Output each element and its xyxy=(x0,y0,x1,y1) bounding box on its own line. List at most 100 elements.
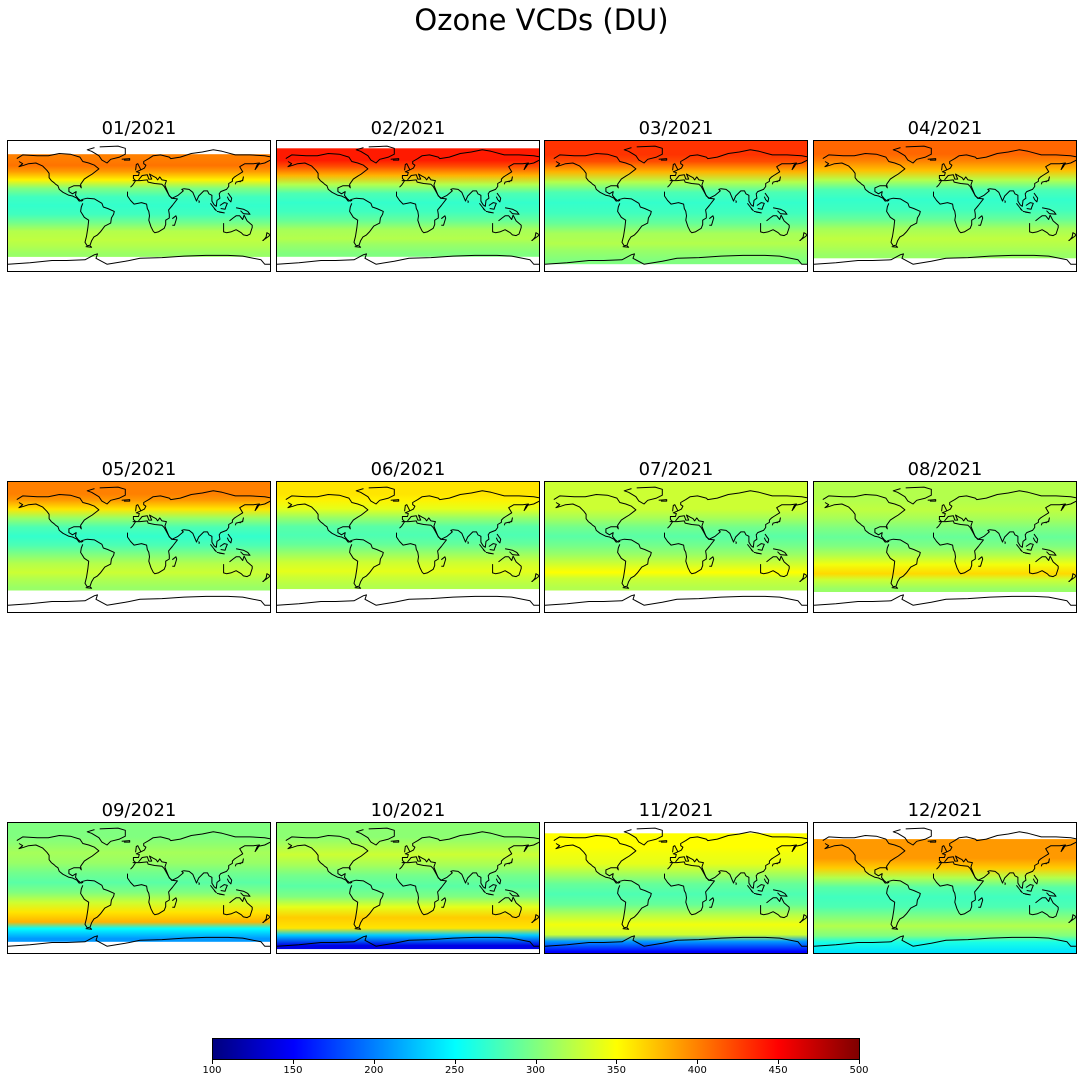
coastline xyxy=(892,145,932,164)
panel-title: 07/2021 xyxy=(638,459,714,480)
map-plot xyxy=(814,482,1076,606)
coastline xyxy=(198,882,200,885)
coastline xyxy=(86,486,126,505)
coastline xyxy=(404,504,411,512)
coastline xyxy=(216,210,225,214)
coastline xyxy=(891,927,899,930)
coastline xyxy=(772,889,788,897)
coastline xyxy=(747,543,754,553)
coastline xyxy=(1022,892,1031,896)
coastline xyxy=(531,232,539,242)
ozone-field xyxy=(8,154,270,257)
coastline xyxy=(390,840,400,843)
coastline xyxy=(735,541,737,544)
coastline xyxy=(669,149,807,207)
coastline xyxy=(753,210,762,214)
colorbar-tick-label: 200 xyxy=(364,1065,384,1076)
coastline xyxy=(16,153,100,202)
panel-title: 02/2021 xyxy=(370,118,446,139)
coastline xyxy=(503,858,513,867)
coastline xyxy=(479,543,486,553)
panel-title: 04/2021 xyxy=(907,118,983,139)
coastline xyxy=(485,892,494,896)
coastline xyxy=(354,586,362,589)
coastline xyxy=(440,215,447,226)
coastline xyxy=(85,927,93,930)
coastline xyxy=(349,879,384,929)
coastline xyxy=(198,200,200,203)
coastline xyxy=(440,556,447,567)
coastline xyxy=(479,884,486,894)
coastline xyxy=(799,232,807,242)
coastline xyxy=(886,879,921,929)
coastline xyxy=(219,543,228,551)
coastline xyxy=(553,494,637,543)
coastline xyxy=(1040,517,1050,526)
map-plot xyxy=(277,482,539,606)
coastline xyxy=(1022,210,1031,214)
coastline xyxy=(664,179,715,234)
coastline xyxy=(1032,192,1039,203)
coastline xyxy=(467,200,469,203)
map-panel xyxy=(813,481,1077,613)
coastline xyxy=(933,520,984,575)
coastline xyxy=(504,548,520,556)
ozone-field xyxy=(814,839,1076,953)
colorbar-tick-label: 250 xyxy=(445,1065,465,1076)
coastline xyxy=(488,884,497,892)
coastline xyxy=(262,232,270,242)
coastline xyxy=(223,214,253,237)
map-plot xyxy=(545,141,807,265)
coastline xyxy=(531,914,539,924)
coastline xyxy=(933,179,984,234)
coastline xyxy=(1041,207,1057,215)
coastline xyxy=(623,486,663,505)
map-plot xyxy=(814,141,1076,265)
map-panel xyxy=(276,822,540,954)
panel-title: 10/2021 xyxy=(370,800,446,821)
coastline xyxy=(80,879,115,929)
coastline xyxy=(135,845,142,853)
coastline xyxy=(171,556,178,567)
coastline xyxy=(235,207,251,215)
colorbar-tick-label: 500 xyxy=(849,1065,869,1076)
coastline xyxy=(664,861,715,916)
coastline xyxy=(1004,541,1006,544)
coastline xyxy=(492,555,522,578)
colorbar-tick xyxy=(212,1060,213,1064)
coastline xyxy=(1040,176,1050,185)
coastline xyxy=(85,586,93,589)
coastline xyxy=(8,935,270,947)
colorbar-tick-label: 450 xyxy=(768,1065,788,1076)
coastline xyxy=(977,215,984,226)
coastline xyxy=(927,158,937,161)
coastline xyxy=(135,163,142,171)
coastline xyxy=(622,245,630,248)
map-panel xyxy=(813,822,1077,954)
coastline xyxy=(799,573,807,583)
coastline xyxy=(977,556,984,567)
coastline xyxy=(664,520,715,575)
coastline xyxy=(262,914,270,924)
coastline xyxy=(1025,202,1034,210)
coastline xyxy=(545,594,807,606)
colorbar-tick-label: 100 xyxy=(202,1065,222,1076)
coastline xyxy=(531,573,539,583)
coastline xyxy=(669,490,807,548)
colorbar-tick-label: 350 xyxy=(606,1065,626,1076)
map-panel xyxy=(276,481,540,613)
coastline xyxy=(401,831,539,889)
map-plot xyxy=(8,145,270,265)
colorbar-tick xyxy=(292,1060,294,1064)
coastline xyxy=(553,835,637,884)
map-plot xyxy=(8,823,270,947)
panel-title: 11/2021 xyxy=(638,800,714,821)
coastline xyxy=(747,202,754,212)
panel-title: 08/2021 xyxy=(907,459,983,480)
coastline xyxy=(756,884,765,892)
coastline xyxy=(622,586,630,589)
colorbar-tick xyxy=(778,1060,780,1064)
coastline xyxy=(771,176,781,185)
coastline xyxy=(262,573,270,583)
coastline xyxy=(672,504,679,512)
